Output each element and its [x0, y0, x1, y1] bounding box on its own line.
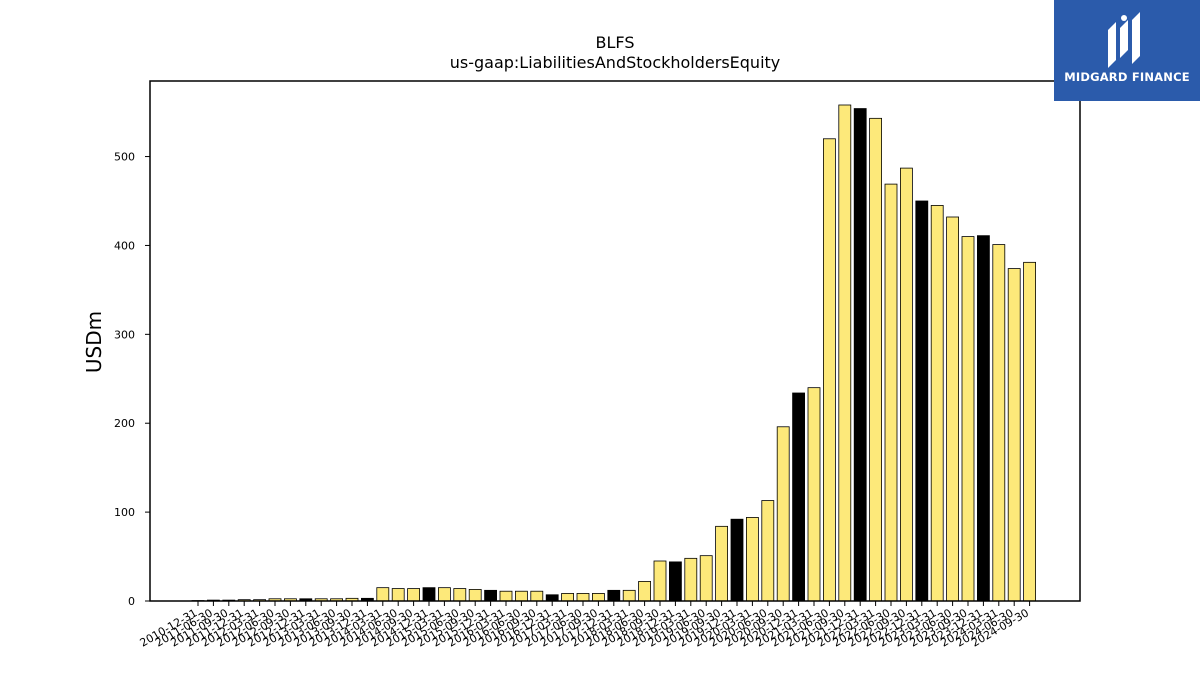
midgard-m-icon	[1108, 12, 1140, 68]
bar-2020-06-30	[761, 500, 775, 602]
bar-2019-03-31	[684, 557, 698, 602]
bar-2014-03-31	[376, 587, 390, 602]
bar-2016-06-30	[515, 590, 528, 602]
bars-group	[191, 104, 1036, 602]
bar-2021-06-30	[823, 138, 836, 602]
chart-title: BLFS	[596, 33, 635, 52]
bar-2018-12-31	[669, 561, 682, 602]
y-tick-label: 100	[114, 506, 135, 519]
y-axis: 0 100 200 300 400 500	[114, 151, 150, 608]
brand-name: MIDGARD FINANCE	[1064, 70, 1190, 84]
y-tick-label: 200	[114, 417, 135, 430]
bar-2015-03-31	[437, 587, 451, 602]
bar-2016-09-30	[530, 590, 544, 602]
bar-2023-09-30	[961, 236, 975, 602]
chart-subtitle: us-gaap:LiabilitiesAndStockholdersEquity	[450, 53, 781, 72]
plot-frame	[149, 80, 1081, 602]
bar-2023-06-30	[946, 216, 959, 602]
y-tick-label: 400	[114, 239, 135, 252]
bar-2019-09-30	[715, 525, 728, 602]
y-axis-label: USDm	[82, 311, 106, 373]
y-tick-label: 300	[114, 328, 135, 341]
bar-2023-12-31	[977, 235, 990, 602]
bar-2021-03-31	[807, 387, 821, 602]
bar-2018-03-31	[622, 589, 636, 602]
bar-2022-12-31	[915, 200, 929, 602]
y-tick-label: 500	[114, 151, 135, 164]
bar-2014-12-31	[422, 587, 436, 602]
bar-2024-03-31	[992, 244, 1006, 602]
bar-2015-09-30	[468, 589, 482, 602]
bar-2017-12-31	[607, 589, 621, 602]
bar-2018-09-30	[653, 560, 667, 602]
bar-2023-03-31	[930, 205, 944, 602]
brand-logo: MIDGARD FINANCE	[1054, 0, 1200, 101]
bar-2022-06-30	[884, 183, 898, 602]
bar-2022-09-30	[900, 167, 913, 602]
bar-2015-06-30	[453, 588, 467, 602]
bar-2022-03-31	[869, 117, 882, 602]
bar-2017-09-30	[592, 593, 605, 602]
y-tick-label: 0	[128, 595, 135, 608]
bar-2017-03-31	[561, 593, 574, 602]
bar-2018-06-30	[638, 581, 651, 602]
bar-2020-12-31	[792, 392, 805, 602]
bar-2019-12-31	[730, 518, 744, 602]
bar-2021-09-30	[838, 104, 852, 602]
bar-2016-12-31	[545, 594, 559, 602]
x-axis: 2010-12-312011-06-302011-09-302011-12-31…	[138, 601, 1031, 650]
bar-2024-09-30	[1023, 261, 1036, 602]
bar-2020-09-30	[776, 426, 790, 602]
bar-2019-06-30	[699, 555, 713, 602]
bar-2021-12-31	[853, 108, 867, 602]
bar-2014-06-30	[391, 588, 405, 602]
bar-2020-03-31	[746, 517, 759, 602]
bar-2017-06-30	[576, 593, 590, 602]
bar-2015-12-31	[484, 589, 498, 602]
bar-2014-09-30	[407, 588, 421, 602]
bar-2024-06-30	[1007, 268, 1021, 602]
bar-2016-03-31	[499, 590, 513, 602]
